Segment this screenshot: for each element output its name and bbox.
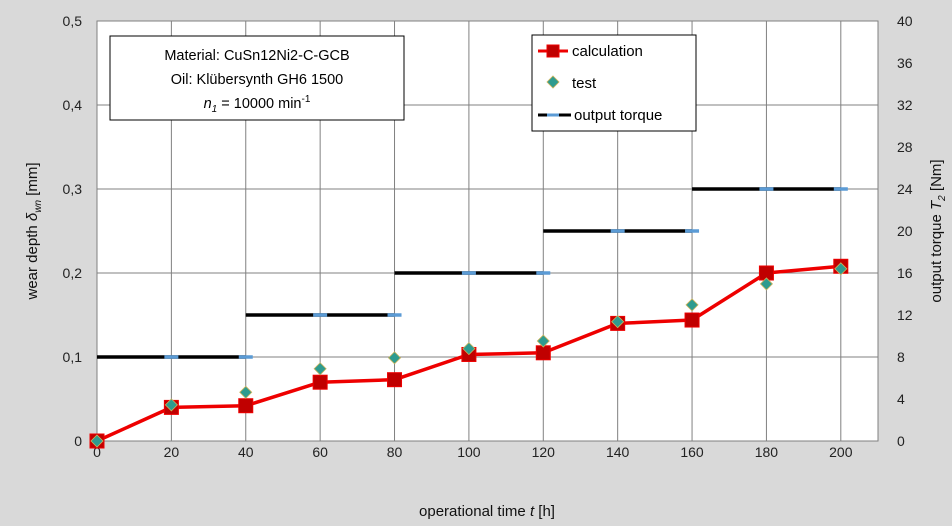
calculation-point	[535, 345, 551, 361]
x-tick-label: 40	[238, 444, 254, 460]
y-right-tick-label: 32	[897, 97, 913, 113]
y-left-tick-label: 0,1	[63, 349, 83, 365]
info-oil: Oil: Klübersynth GH6 1500	[171, 72, 343, 88]
x-tick-label: 20	[164, 444, 180, 460]
y-right-tick-label: 12	[897, 307, 913, 323]
calculation-point	[684, 312, 700, 328]
y-right-tick-label: 8	[897, 349, 905, 365]
x-tick-label: 200	[829, 444, 853, 460]
test-point	[164, 398, 178, 412]
x-tick-label: 160	[680, 444, 704, 460]
y-right-tick-label: 4	[897, 391, 905, 407]
info-material: Material: CuSn12Ni2-C-GCB	[164, 48, 349, 64]
y-left-tick-label: 0,4	[63, 97, 83, 113]
y-right-tick-label: 0	[897, 433, 905, 449]
y-right-tick-labels: 0 4 8 12 16 20 24 28 32 36 40	[897, 13, 913, 449]
test-point	[90, 434, 104, 448]
legend: calculation test output torque	[531, 34, 697, 132]
plot-frame	[96, 20, 879, 442]
test-point	[387, 351, 402, 365]
y-right-tick-label: 40	[897, 13, 913, 29]
x-tick-label: 80	[387, 444, 403, 460]
test-point	[611, 315, 625, 329]
x-tick-label: 140	[606, 444, 630, 460]
series-output-torque	[97, 187, 848, 359]
legend-label-output-torque: output torque	[574, 107, 662, 124]
test-point	[759, 277, 773, 291]
calculation-point	[387, 372, 403, 388]
test-point	[462, 342, 476, 356]
test-point	[834, 262, 848, 276]
info-box-frame	[109, 35, 405, 121]
y-right-tick-label: 36	[897, 55, 913, 71]
x-tick-label: 120	[532, 444, 556, 460]
legend-label-test: test	[572, 75, 597, 92]
y-right-axis-title: output torque T2 [Nm]	[928, 159, 948, 302]
y-left-axis-title: wear depth δwn [mm]	[24, 162, 44, 300]
info-speed: n1 = 10000 min-1	[204, 94, 311, 115]
y-left-tick-label: 0,5	[63, 13, 83, 29]
y-left-tick-label: 0,3	[63, 181, 83, 197]
y-right-tick-label: 28	[897, 139, 913, 155]
legend-label-calculation: calculation	[572, 43, 643, 60]
x-tick-label: 0	[93, 444, 101, 460]
y-right-tick-label: 16	[897, 265, 913, 281]
y-right-tick-label: 24	[897, 181, 913, 197]
x-tick-label: 180	[755, 444, 779, 460]
test-point	[239, 385, 253, 399]
x-tick-label: 60	[312, 444, 328, 460]
x-tick-label: 100	[457, 444, 481, 460]
test-point	[685, 298, 699, 312]
series-test	[90, 262, 848, 448]
calculation-point	[312, 374, 328, 390]
y-left-tick-labels: 0 0,1 0,2 0,3 0,4 0,5	[63, 13, 83, 449]
legend-marker-test	[546, 75, 560, 89]
x-axis-title: operational time t [h]	[419, 503, 555, 520]
info-box: Material: CuSn12Ni2-C-GCB Oil: Klübersyn…	[109, 35, 405, 121]
calculation-point	[238, 398, 254, 414]
test-point	[313, 362, 327, 376]
y-left-tick-label: 0,2	[63, 265, 83, 281]
test-point	[536, 334, 550, 348]
y-left-tick-label: 0	[74, 433, 82, 449]
legend-marker-calculation	[546, 44, 560, 58]
x-tick-labels: 0 20 40 60 80 100 120 140 160 180 200	[93, 444, 853, 460]
y-right-tick-label: 20	[897, 223, 913, 239]
